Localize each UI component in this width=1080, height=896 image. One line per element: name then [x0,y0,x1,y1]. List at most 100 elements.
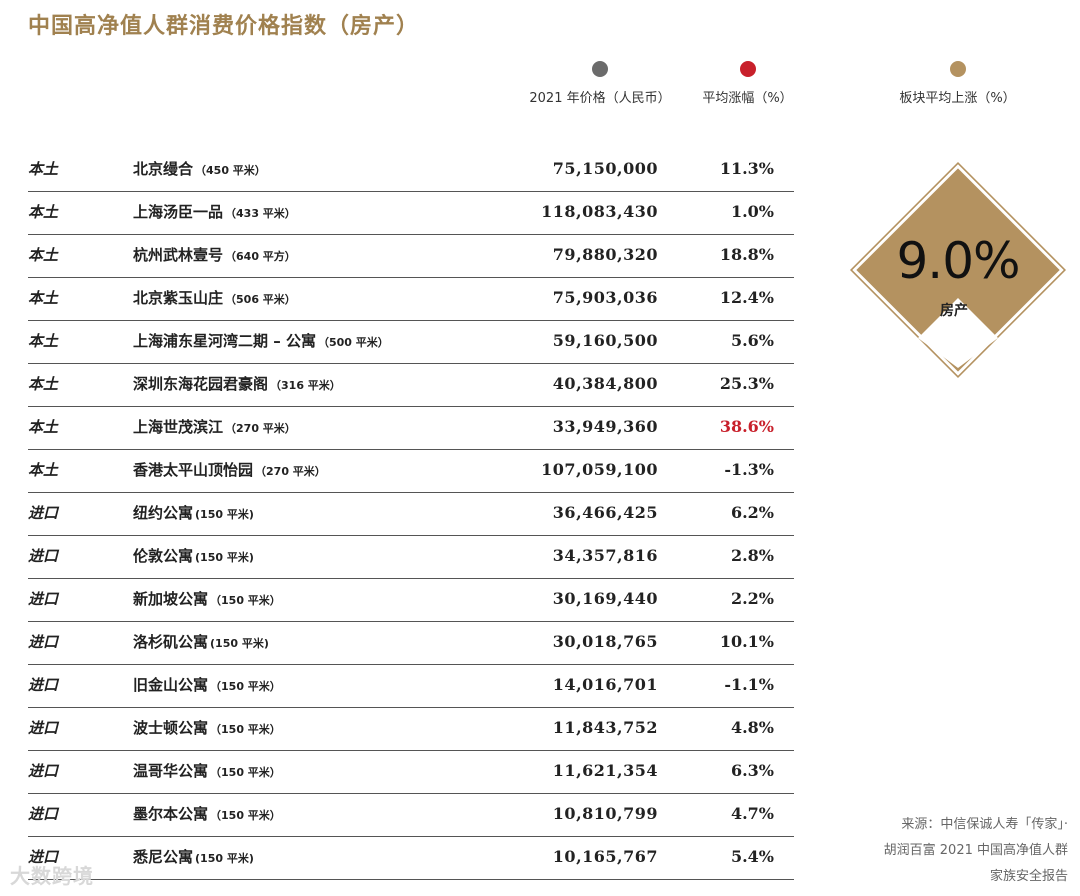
row-property: 深圳东海花园君豪阁 （316 平米） [133,364,341,406]
row-change: -1.3% [724,460,774,479]
source-line: 来源：中信保诚人寿「传家」· [901,817,1068,832]
row-price: 36,466,425 [552,503,658,522]
table-row: 本土 深圳东海花园君豪阁 （316 平米） 40,384,800 25.3% [28,364,794,407]
row-category: 进口 [28,676,59,694]
row-property: 纽约公寓 (150 平米) [133,493,254,535]
table-row: 本土 北京紫玉山庄 （506 平米） 75,903,036 12.4% [28,278,794,321]
row-property-name: 北京紫玉山庄 [133,289,224,307]
row-property-name: 北京缦合 [133,160,194,178]
row-change: 38.6% [719,417,774,436]
row-price: 75,150,000 [552,159,658,178]
row-change: 12.4% [719,288,774,307]
row-property-name: 温哥华公寓 [133,762,209,780]
row-property: 波士顿公寓 （150 平米） [133,708,281,750]
row-property: 悉尼公寓 (150 平米) [133,837,254,879]
sector-label: 房产 [940,303,968,319]
sector-dot-icon [949,61,966,77]
row-change: 25.3% [719,374,774,393]
row-category: 进口 [28,633,59,651]
price-table: 本土 北京缦合 （450 平米） 75,150,000 11.3% 本土 上海汤臣一品 （43… [28,149,794,880]
row-price: 11,621,354 [552,761,658,780]
row-price: 30,169,440 [552,589,658,608]
row-category: 本土 [28,375,59,393]
row-category: 本土 [28,332,59,350]
row-change: 11.3% [719,159,774,178]
row-category: 本土 [28,289,59,307]
watermark: 大数跨境 [10,864,94,888]
row-price: 34,357,816 [552,546,658,565]
row-property: 上海汤臣一品 （433 平米） [133,192,296,234]
row-property-size: （433 平米） [225,207,296,220]
row-property-size: (150 平米) [195,551,254,564]
sector-value: 9.0% [896,232,1020,290]
row-change: 4.8% [730,718,774,737]
source-note: 来源：中信保诚人寿「传家」· 胡润百富 2021 中国高净值人群 家族安全报告 [848,812,1068,890]
row-property-name: 伦敦公寓 [133,547,194,565]
row-property: 伦敦公寓 (150 平米) [133,536,254,578]
avg-change-dot-icon [739,61,756,77]
row-property: 墨尔本公寓 （150 平米） [133,794,281,836]
row-change: 1.0% [730,202,774,221]
row-category: 本土 [28,203,59,221]
row-change: 2.2% [730,589,774,608]
row-property: 上海浦东星河湾二期 – 公寓 （500 平米） [133,321,389,363]
row-property-size: (150 平米) [195,508,254,521]
row-property-size: （270 平米） [225,422,296,435]
row-property-name: 旧金山公寓 [133,676,209,694]
source-line: 胡润百富 2021 中国高净值人群 [883,843,1068,858]
row-category: 进口 [28,719,59,737]
row-price: 30,018,765 [552,632,658,651]
row-property-name: 新加坡公寓 [133,590,209,608]
row-category: 进口 [28,504,59,522]
row-price: 10,810,799 [552,804,658,823]
row-change: 5.6% [730,331,774,350]
table-row: 本土 杭州武林壹号 （640 平方） 79,880,320 18.8% [28,235,794,278]
row-change: 5.4% [730,847,774,866]
sector-diamond: 9.0% 房产 [848,160,1068,380]
table-row: 进口 温哥华公寓 （150 平米） 11,621,354 6.3% [28,751,794,794]
table-row: 本土 北京缦合 （450 平米） 75,150,000 11.3% [28,149,794,192]
row-property: 温哥华公寓 （150 平米） [133,751,281,793]
row-category: 本土 [28,160,59,178]
row-category: 本土 [28,246,59,264]
row-change: -1.1% [724,675,774,694]
row-category: 进口 [28,547,59,565]
row-property: 洛杉矶公寓 (150 平米) [133,622,269,664]
legend-avg-change: 平均涨幅（%） [690,61,805,106]
row-price: 118,083,430 [541,202,658,221]
row-property-size: （150 平米） [210,809,281,822]
table-row: 本土 香港太平山顶怡园 （270 平米） 107,059,100 -1.3% [28,450,794,493]
row-property-size: （270 平米） [255,465,326,478]
table-row: 进口 伦敦公寓 (150 平米) 34,357,816 2.8% [28,536,794,579]
row-property-size: （150 平米） [210,766,281,779]
row-change: 18.8% [719,245,774,264]
table-row: 进口 悉尼公寓 (150 平米) 10,165,767 5.4% [28,837,794,880]
row-property: 北京紫玉山庄 （506 平米） [133,278,296,320]
row-property-name: 杭州武林壹号 [133,246,224,264]
row-price: 59,160,500 [552,331,658,350]
legend-price: 2021 年价格（人民币） [520,61,680,106]
table-row: 本土 上海世茂滨江 （270 平米） 33,949,360 38.6% [28,407,794,450]
row-price: 14,016,701 [552,675,658,694]
table-row: 本土 上海浦东星河湾二期 – 公寓 （500 平米） 59,160,500 5.6% [28,321,794,364]
legend-sector-label: 板块平均上涨（%） [899,91,1016,106]
legend-sector: 板块平均上涨（%） [880,61,1035,106]
row-price: 33,949,360 [552,417,658,436]
table-row: 进口 旧金山公寓 （150 平米） 14,016,701 -1.1% [28,665,794,708]
row-property-name: 香港太平山顶怡园 [133,461,254,479]
row-price: 10,165,767 [552,847,658,866]
row-price: 107,059,100 [541,460,658,479]
row-property-name: 洛杉矶公寓 [133,633,209,651]
price-dot-icon [592,61,608,77]
row-category: 进口 [28,762,59,780]
diamond-shape-icon [850,162,1066,378]
row-price: 40,384,800 [552,374,658,393]
table-row: 进口 波士顿公寓 （150 平米） 11,843,752 4.8% [28,708,794,751]
row-property-size: （150 平米） [210,680,281,693]
row-property-size: （450 平米） [195,164,266,177]
row-property-name: 墨尔本公寓 [133,805,209,823]
row-change: 2.8% [730,546,774,565]
row-property-name: 上海浦东星河湾二期 – 公寓 [133,332,316,350]
table-row: 进口 墨尔本公寓 （150 平米） 10,810,799 4.7% [28,794,794,837]
row-property-name: 纽约公寓 [133,504,194,522]
